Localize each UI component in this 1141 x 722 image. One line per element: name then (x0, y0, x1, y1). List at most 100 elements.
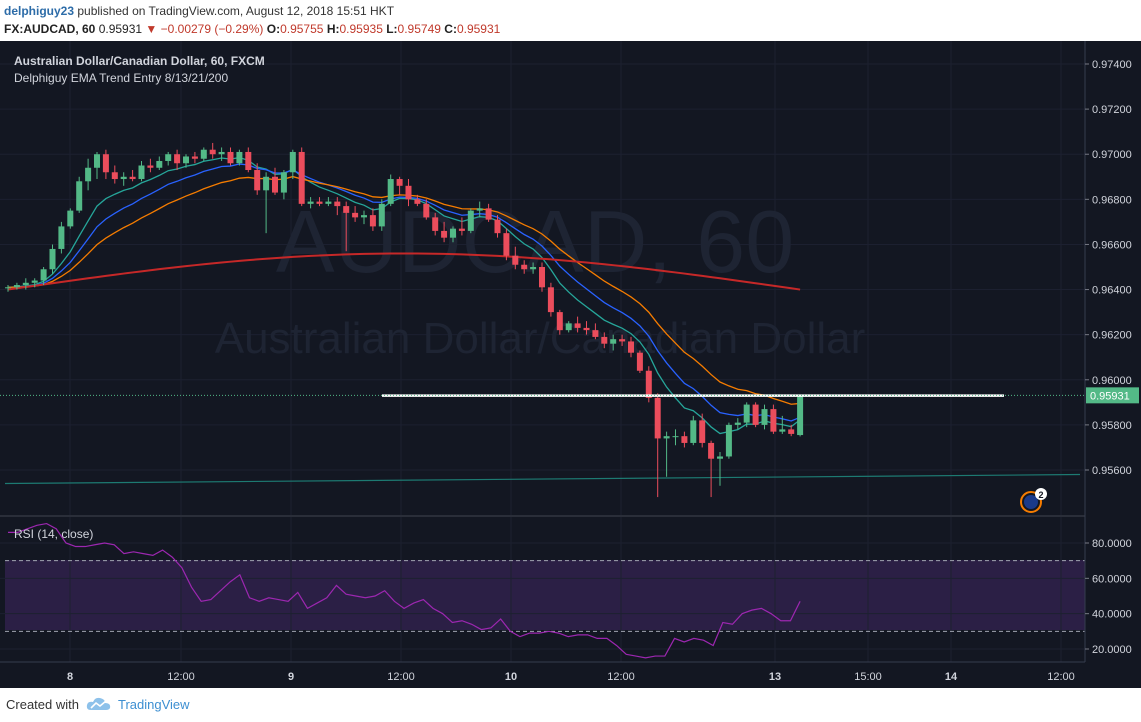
candle-body (272, 176, 278, 193)
candle-body (601, 336, 608, 344)
candle-body (369, 215, 376, 227)
time-tick-label: 14 (945, 671, 958, 683)
candle-body (298, 151, 305, 204)
time-axis[interactable]: 8 12:00 9 12:00 10 12:00 13 15:00 14 12:00 (67, 671, 1075, 683)
candle-body (441, 230, 448, 238)
rsi-band (5, 560, 1085, 630)
candle-body (432, 217, 439, 231)
flag-indicator[interactable]: 2 (1020, 488, 1047, 513)
high-label: H: (326, 22, 340, 36)
candle-body (191, 156, 198, 159)
footer: Created with TradingView (0, 688, 1141, 722)
chart-title: Australian Dollar/Canadian Dollar, 60, F… (14, 54, 265, 68)
candle-body (494, 219, 501, 234)
candle-body (414, 199, 421, 204)
candle-body (574, 323, 581, 328)
candle-body (779, 429, 786, 432)
price-chart[interactable]: AUDCAD, 60 Australian Dollar/Canadian Do… (0, 41, 1141, 688)
candle-body (76, 181, 83, 211)
flag-fill (1024, 495, 1038, 509)
candle-body (556, 312, 563, 331)
candle-body (396, 179, 403, 186)
candle-body (254, 170, 261, 191)
candle-body (316, 201, 323, 204)
ema-200-line (7, 252, 801, 291)
candle-body (610, 339, 617, 344)
time-tick-label: 9 (288, 671, 294, 683)
last-price-tag (1086, 387, 1139, 404)
rsi-line (8, 522, 801, 659)
candle-body (200, 149, 207, 159)
price-tick-label: 0.96200 (1092, 330, 1132, 342)
candle-body (628, 341, 634, 353)
open-label: O: (266, 22, 281, 36)
trendline[interactable] (4, 473, 1081, 485)
candle-body (547, 287, 554, 313)
price-tick-label: 0.97000 (1092, 149, 1132, 161)
last-price-tag-label: 0.95931 (1090, 390, 1130, 402)
price-tick-label: 0.96000 (1092, 375, 1132, 387)
candle-body (138, 165, 145, 180)
candle-body (343, 206, 350, 213)
candle-body (797, 395, 804, 436)
candle-body (467, 210, 474, 231)
candle-body (619, 339, 626, 342)
price-axis[interactable]: 0.97400 0.97200 0.97000 0.96800 0.96600 0.964… (1085, 59, 1139, 477)
rsi-axis[interactable]: 80.0000 60.0000 40.0000 20.0000 (1085, 538, 1132, 656)
candle-body (94, 154, 100, 168)
ema-13-line (7, 163, 801, 422)
rsi-tick-label: 60.0000 (1092, 573, 1132, 585)
time-tick-label: 12:00 (167, 671, 195, 683)
badge-count: 2 (1038, 490, 1043, 500)
symbol-label: FX:AUDCAD, 60 (4, 22, 96, 36)
description-watermark: Australian Dollar/Canadian Dollar (215, 314, 866, 363)
close-label: C: (444, 22, 457, 36)
badge-circle (1035, 488, 1047, 500)
candle-body (174, 154, 181, 164)
time-tick-label: 8 (67, 671, 73, 683)
candle-body (361, 215, 367, 218)
candle-body (307, 201, 314, 204)
time-tick-label: 12:00 (387, 671, 415, 683)
candle-body (218, 151, 225, 155)
candle-body (770, 409, 777, 432)
candle-body (663, 436, 670, 439)
candle-body (334, 201, 341, 207)
tradingview-link[interactable]: TradingView (118, 697, 190, 712)
close-value: 0.95931 (456, 22, 501, 36)
published-text: published on TradingView.com, August 12,… (77, 4, 395, 18)
candle-body (129, 176, 136, 180)
publish-info: delphiguy23 published on TradingView.com… (4, 4, 394, 18)
candle-body (227, 151, 234, 164)
candle-body (165, 154, 172, 161)
price-tick-label: 0.95600 (1092, 465, 1132, 477)
candle-body (743, 404, 750, 423)
candle-body (67, 210, 74, 227)
candle-body (752, 404, 759, 425)
candle-body (423, 203, 430, 218)
price-tick-label: 0.96600 (1092, 239, 1132, 251)
candle-body (156, 160, 163, 168)
candle-body (583, 327, 590, 331)
candles (5, 142, 804, 498)
candle-body (788, 429, 795, 434)
indicator-label[interactable]: Delphiguy EMA Trend Entry 8/13/21/200 (14, 71, 228, 85)
candle-body (236, 151, 243, 164)
candle-body (592, 330, 599, 337)
time-tick-label: 15:00 (854, 671, 882, 683)
candle-body (58, 226, 65, 249)
author-link[interactable]: delphiguy23 (4, 4, 75, 18)
tradingview-cloud-icon[interactable] (86, 696, 112, 712)
time-tick-label: 12:00 (607, 671, 635, 683)
candle-body (699, 420, 706, 443)
price-tick-label: 0.95800 (1092, 420, 1132, 432)
high-value: 0.95935 (339, 22, 383, 36)
rsi-label[interactable]: RSI (14, close) (14, 527, 93, 541)
candle-body (654, 397, 661, 439)
trend-line (4, 473, 1081, 485)
candle-body (85, 167, 92, 182)
grid-lines (0, 41, 1085, 662)
candle-body (49, 248, 56, 270)
time-tick-label: 10 (505, 671, 517, 683)
candle-body (530, 267, 537, 270)
